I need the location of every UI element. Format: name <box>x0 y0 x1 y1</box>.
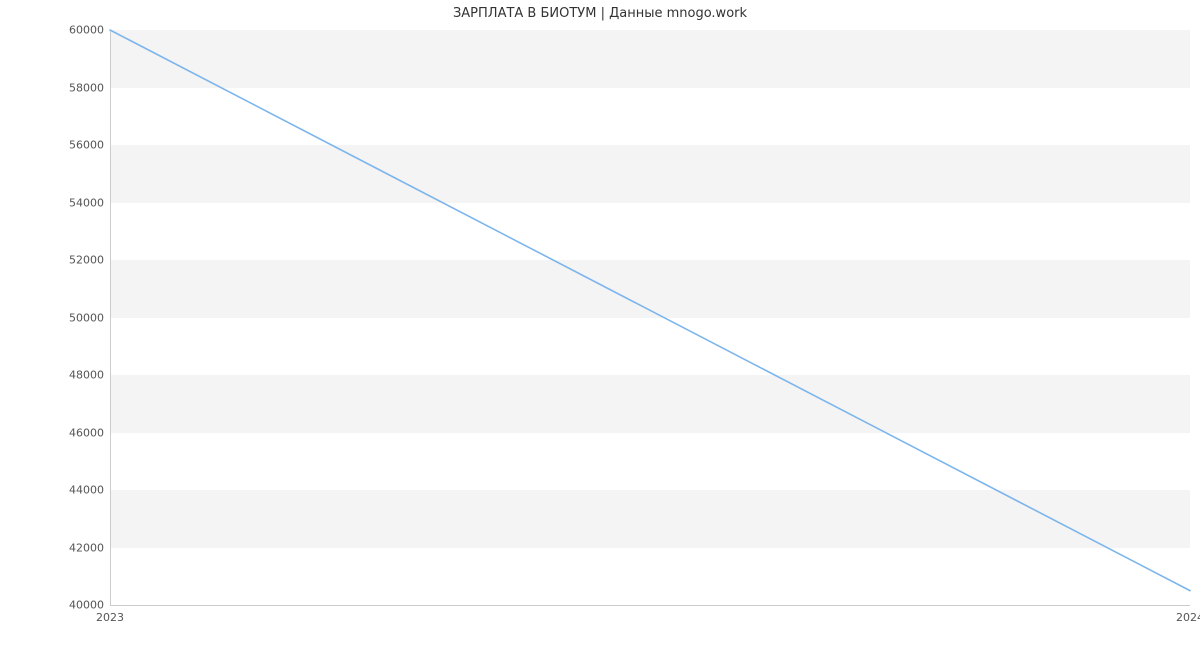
series-line-salary <box>110 30 1190 591</box>
plot-area: 4000042000440004600048000500005200054000… <box>110 30 1190 605</box>
y-tick-label: 48000 <box>69 369 104 382</box>
y-tick-label: 52000 <box>69 254 104 267</box>
y-tick-label: 54000 <box>69 196 104 209</box>
x-tick-label: 2023 <box>96 611 124 624</box>
y-tick-label: 40000 <box>69 599 104 612</box>
x-tick-label: 2024 <box>1176 611 1200 624</box>
salary-line-chart: ЗАРПЛАТА В БИОТУМ | Данные mnogo.work 40… <box>0 0 1200 650</box>
y-tick-label: 56000 <box>69 139 104 152</box>
x-axis-line <box>110 605 1190 606</box>
y-tick-label: 44000 <box>69 484 104 497</box>
series-layer <box>110 30 1190 605</box>
y-tick-label: 60000 <box>69 24 104 37</box>
y-tick-label: 58000 <box>69 81 104 94</box>
y-tick-label: 50000 <box>69 311 104 324</box>
y-tick-label: 42000 <box>69 541 104 554</box>
chart-title: ЗАРПЛАТА В БИОТУМ | Данные mnogo.work <box>0 6 1200 21</box>
y-tick-label: 46000 <box>69 426 104 439</box>
